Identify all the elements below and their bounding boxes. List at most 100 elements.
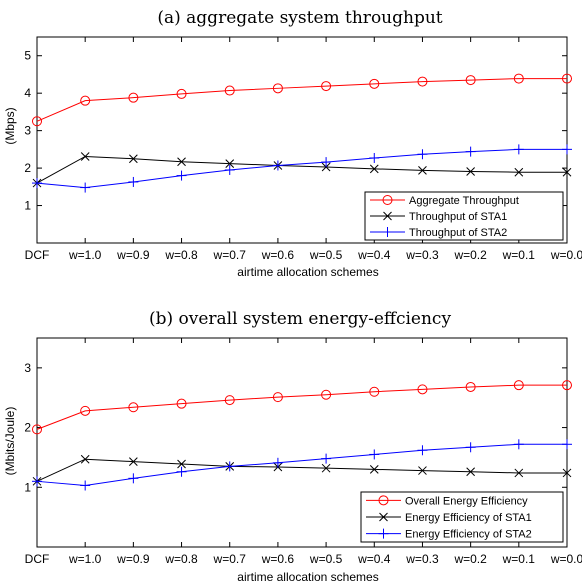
x-stroke bbox=[369, 465, 379, 474]
x-stroke bbox=[177, 157, 186, 167]
x-stroke bbox=[225, 159, 235, 168]
plot-frame bbox=[36, 36, 568, 244]
legend-marker bbox=[378, 495, 389, 506]
chart-a-ylabel: (Mbps) bbox=[3, 107, 17, 144]
data-point-0-7 bbox=[369, 78, 380, 89]
data-point-1-9 bbox=[466, 167, 475, 176]
chart-b: (b) overall system energy-effciency (Mbi… bbox=[3, 309, 582, 584]
data-point-1-9 bbox=[466, 467, 475, 477]
data-point-2-5 bbox=[272, 160, 283, 171]
x-stroke bbox=[418, 466, 427, 475]
data-point-1-11 bbox=[562, 167, 572, 177]
data-point-1-3 bbox=[177, 157, 186, 167]
data-point-2-3 bbox=[176, 170, 187, 181]
x-tick-label: w=0.6 bbox=[261, 248, 295, 262]
chart-b-plot: 1 2 3 DCF w=1.0 w=0.9 w=0.8 w=0.7 w=0.6 w=0.5 w=0.… bbox=[24, 337, 582, 566]
legend-marker bbox=[383, 211, 392, 221]
legend-label: Aggregate Throughput bbox=[409, 195, 519, 207]
data-point-2-10 bbox=[513, 439, 524, 450]
x-tick-label: w=0.6 bbox=[261, 552, 295, 566]
series-line-0 bbox=[36, 384, 567, 430]
x-tick-label: w=0.1 bbox=[502, 552, 536, 566]
x-stroke bbox=[514, 468, 524, 478]
legend-label: Energy Efficiency of STA1 bbox=[405, 512, 532, 524]
data-point-2-1 bbox=[80, 182, 91, 193]
data-point-0-11 bbox=[562, 380, 572, 391]
data-point-1-3 bbox=[177, 459, 186, 469]
data-point-2-8 bbox=[417, 445, 428, 456]
x-tick-label: w=0.5 bbox=[309, 248, 343, 262]
y-tick-label: 3 bbox=[24, 361, 31, 375]
legend-label: Overall Energy Efficiency bbox=[405, 495, 528, 507]
data-point-2-2 bbox=[128, 473, 139, 484]
legend-label: Energy Efficiency of STA2 bbox=[405, 529, 532, 541]
data-point-0-3 bbox=[176, 398, 187, 409]
series-line-1 bbox=[36, 155, 567, 184]
data-point-0-5 bbox=[272, 83, 283, 94]
data-point-1-7 bbox=[369, 465, 379, 474]
x-stroke bbox=[369, 164, 379, 174]
chart-a: (a) aggregate system throughput (Mbps) a… bbox=[3, 8, 582, 279]
data-point-2-10 bbox=[513, 144, 524, 155]
data-point-2-0 bbox=[32, 178, 42, 189]
x-stroke bbox=[562, 167, 572, 177]
x-tick-label: w=0.0 bbox=[550, 248, 582, 262]
data-point-2-7 bbox=[369, 152, 380, 163]
data-point-0-4 bbox=[224, 395, 235, 406]
data-point-1-2 bbox=[129, 457, 138, 466]
data-point-2-2 bbox=[128, 176, 139, 187]
legend-label: Throughput of STA2 bbox=[409, 227, 507, 239]
chart-b-ylabel: (Mbits/Joule) bbox=[3, 407, 17, 476]
data-point-0-6 bbox=[321, 389, 332, 400]
y-tick-label: 2 bbox=[24, 161, 31, 175]
data-point-2-4 bbox=[224, 164, 235, 175]
legend-marker bbox=[382, 227, 393, 237]
data-point-2-3 bbox=[176, 466, 187, 477]
x-stroke bbox=[562, 468, 572, 478]
chart-b-title: (b) overall system energy-effciency bbox=[149, 309, 452, 329]
data-point-0-3 bbox=[176, 88, 187, 99]
x-stroke bbox=[129, 457, 138, 466]
data-point-1-1 bbox=[80, 454, 90, 464]
data-point-1-2 bbox=[129, 154, 138, 164]
data-point-0-9 bbox=[465, 381, 476, 392]
x-tick-label: w=0.7 bbox=[213, 248, 247, 262]
x-stroke bbox=[514, 167, 524, 177]
data-point-2-11 bbox=[562, 439, 572, 450]
data-point-1-1 bbox=[80, 152, 90, 161]
y-tick-label: 4 bbox=[24, 86, 31, 100]
data-point-1-7 bbox=[369, 164, 379, 174]
x-tick-label: DCF bbox=[25, 552, 50, 566]
x-tick-label: w=0.5 bbox=[309, 552, 343, 566]
x-tick-label: w=0.9 bbox=[116, 248, 150, 262]
data-point-2-9 bbox=[465, 146, 476, 157]
x-tick-label: w=0.2 bbox=[453, 248, 487, 262]
x-tick-label: w=0.3 bbox=[405, 552, 439, 566]
x-stroke bbox=[177, 459, 186, 469]
x-tick-label: w=0.7 bbox=[213, 552, 247, 566]
data-point-0-8 bbox=[417, 76, 428, 87]
x-tick-label: w=0.4 bbox=[357, 552, 391, 566]
data-point-2-9 bbox=[465, 442, 476, 453]
legend: Aggregate Throughput Throughput of STA1 Th… bbox=[364, 191, 564, 241]
legend: Overall Energy Efficiency Energy Efficien… bbox=[360, 491, 564, 543]
chart-b-xlabel: airtime allocation schemes bbox=[237, 570, 378, 584]
x-tick-label: w=1.0 bbox=[68, 552, 102, 566]
x-tick-label: w=0.9 bbox=[116, 552, 150, 566]
data-point-2-1 bbox=[80, 480, 91, 491]
data-point-1-11 bbox=[562, 468, 572, 478]
data-point-0-8 bbox=[417, 384, 428, 395]
x-stroke bbox=[418, 165, 427, 175]
chart-a-title: (a) aggregate system throughput bbox=[157, 8, 442, 28]
chart-a-xlabel: airtime allocation schemes bbox=[237, 265, 378, 279]
legend-label: Throughput of STA1 bbox=[409, 211, 507, 223]
x-tick-label: w=0.4 bbox=[357, 248, 391, 262]
data-point-2-5 bbox=[272, 457, 283, 468]
data-point-0-9 bbox=[465, 75, 476, 86]
data-point-2-8 bbox=[417, 149, 428, 160]
series-line-1 bbox=[36, 458, 567, 482]
x-stroke bbox=[80, 454, 90, 464]
data-point-1-10 bbox=[514, 167, 524, 177]
x-stroke bbox=[379, 512, 388, 522]
